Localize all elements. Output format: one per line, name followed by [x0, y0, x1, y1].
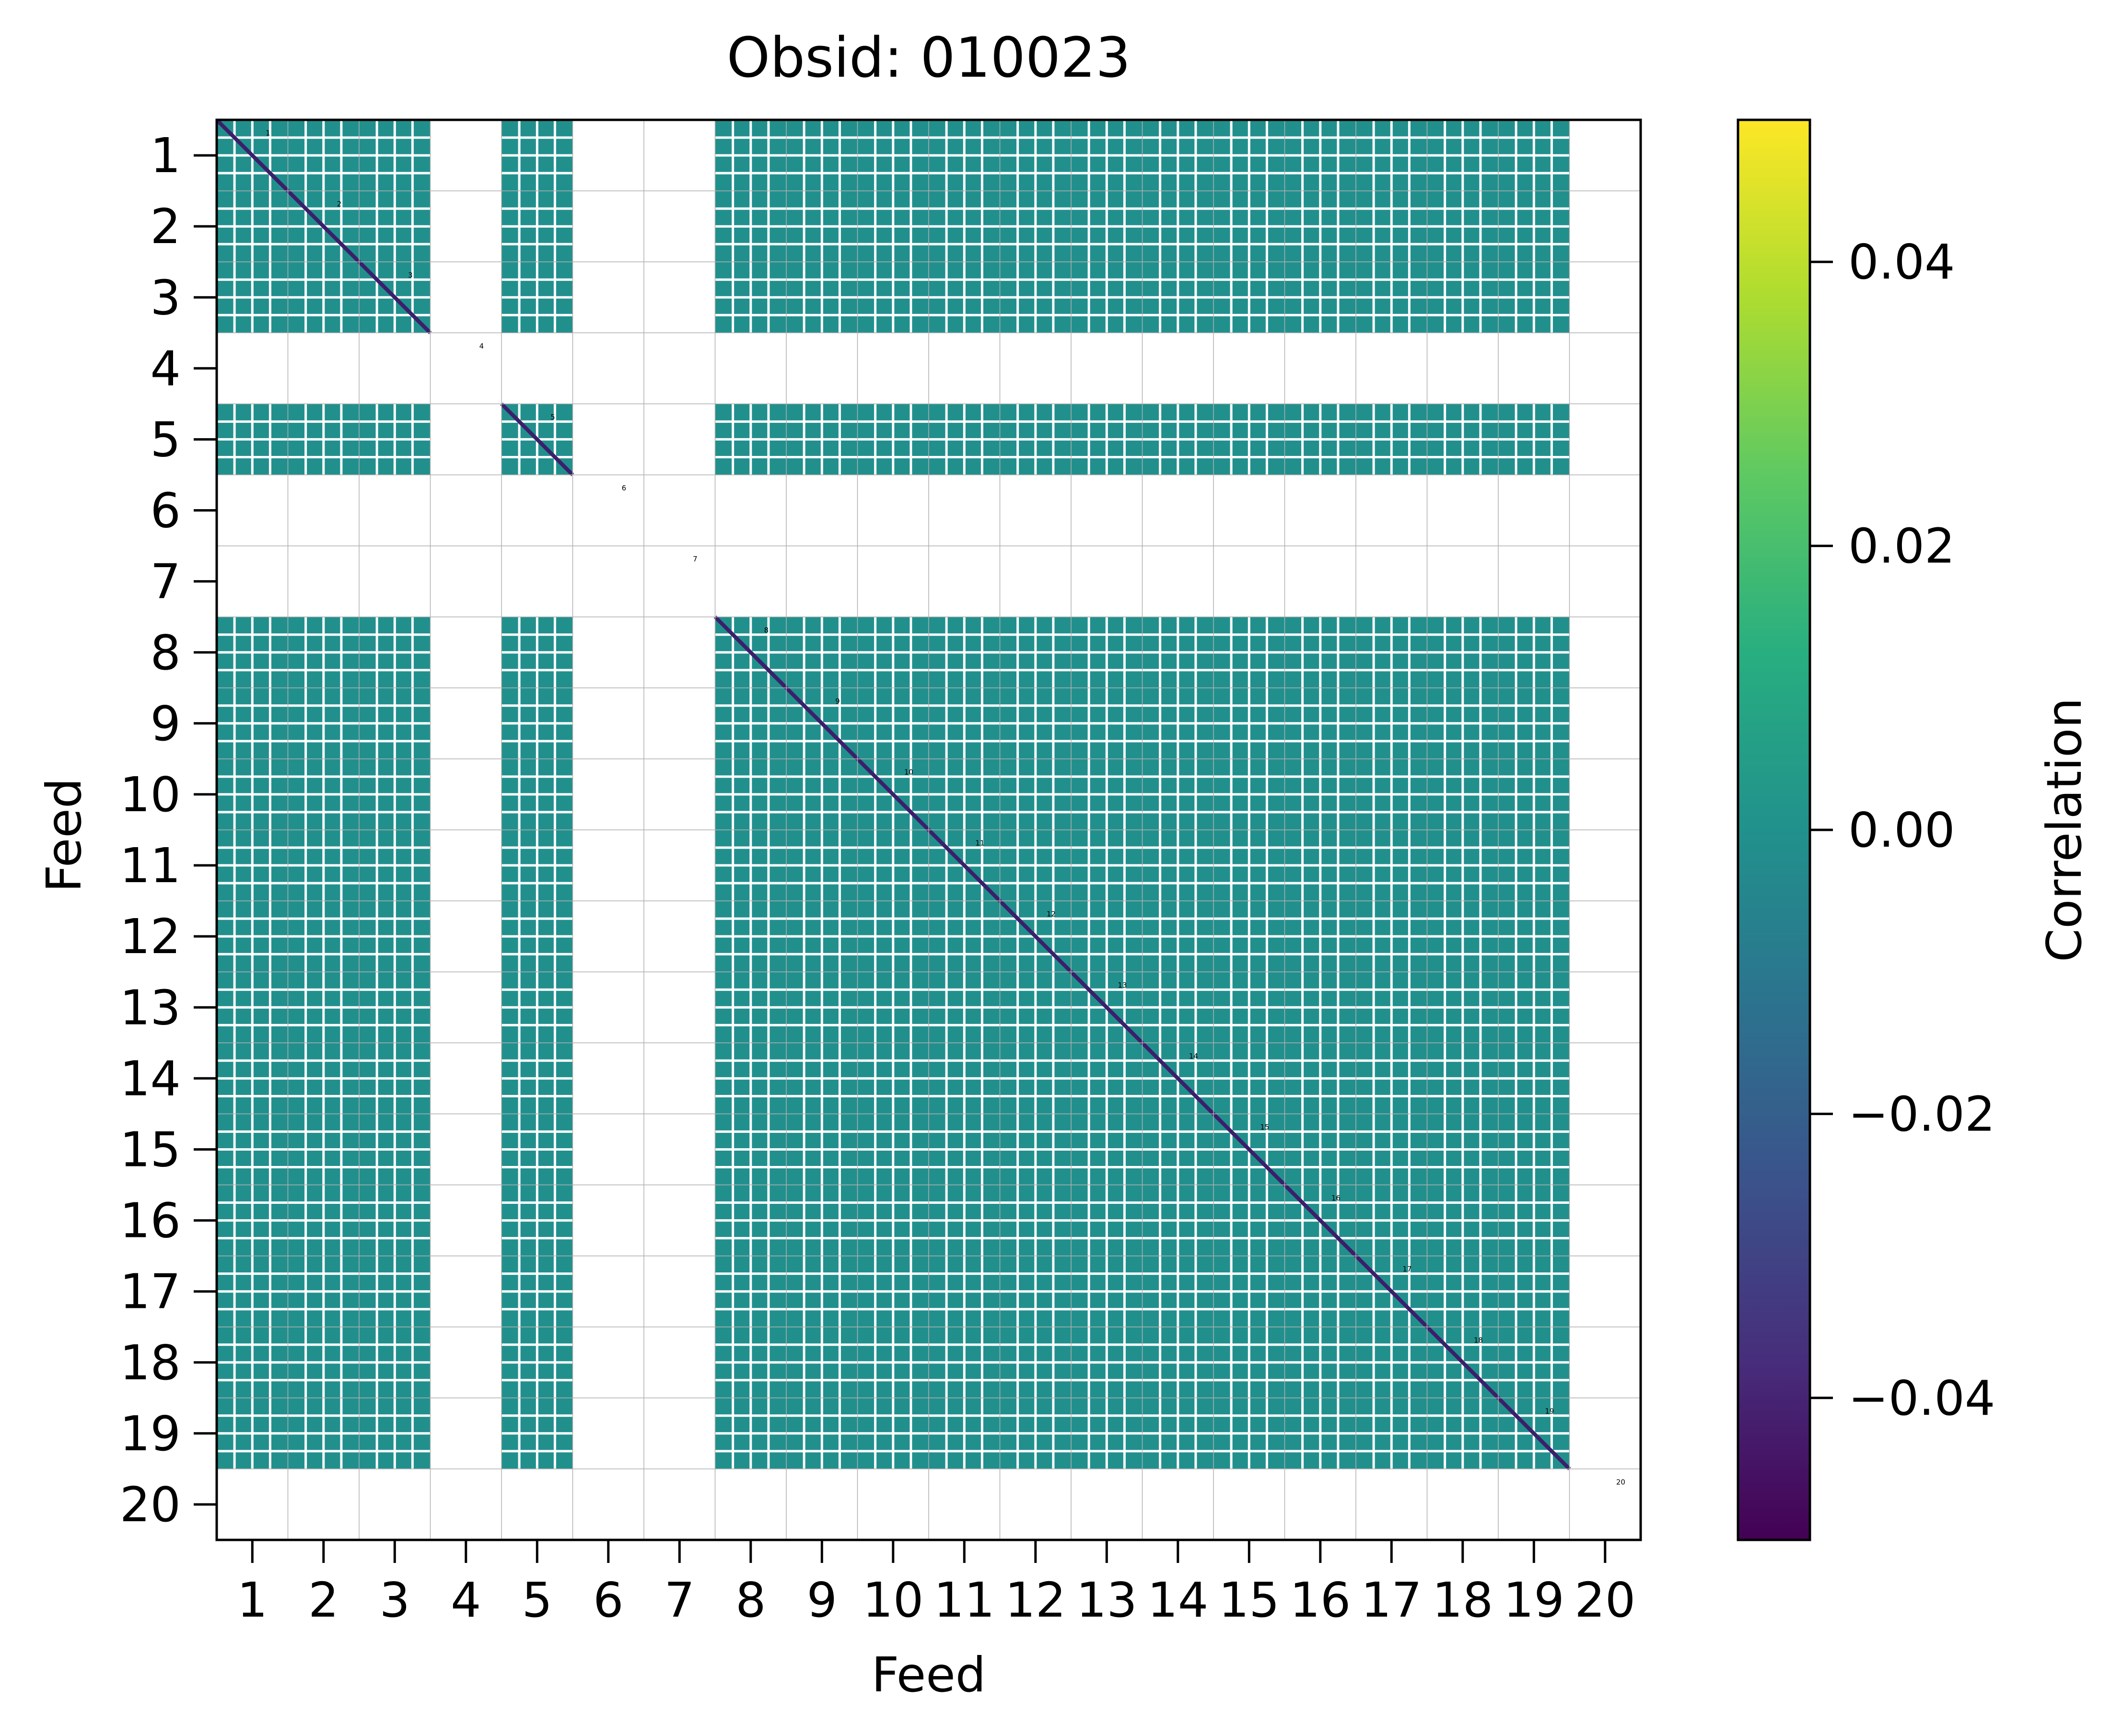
x-tick-label-18: 18: [1432, 1572, 1493, 1628]
y-tick-label-14: 14: [120, 1050, 181, 1107]
y-tick-label-16: 16: [120, 1193, 181, 1249]
diagonal-line-1: [215, 118, 290, 192]
y-tick-label-15: 15: [120, 1122, 181, 1178]
y-tick-label-3: 3: [150, 269, 181, 326]
y-tick-label-5: 5: [150, 412, 181, 468]
diagonal-label-12: 12: [1047, 910, 1056, 919]
diagonal-label-1: 1: [266, 129, 270, 138]
x-tick-label-5: 5: [522, 1572, 552, 1628]
diagonal-line-17: [1354, 1254, 1429, 1328]
diagonal-label-7: 7: [693, 555, 698, 563]
diagonal-label-19: 19: [1545, 1407, 1554, 1415]
x-tick-label-11: 11: [934, 1572, 995, 1628]
y-tick-label-8: 8: [150, 625, 181, 681]
y-tick-label-19: 19: [120, 1406, 181, 1462]
y-axis-label: Feed: [36, 778, 92, 893]
diagonal-line-14: [1141, 1041, 1215, 1116]
diagonal-label-6: 6: [622, 484, 627, 492]
diagonal-line-13: [1070, 970, 1144, 1045]
diagonal-line-16: [1283, 1183, 1357, 1258]
x-tick-label-13: 13: [1076, 1572, 1137, 1628]
y-tick-label-11: 11: [120, 838, 181, 894]
y-tick-label-10: 10: [120, 767, 181, 823]
diagonal-line-11: [927, 828, 1002, 902]
diagonal-label-9: 9: [835, 697, 840, 705]
x-axis-label: Feed: [872, 1647, 986, 1703]
colorbar: [1737, 118, 1811, 1541]
diagonal-label-17: 17: [1402, 1265, 1411, 1273]
diagonal-line-19: [1497, 1396, 1571, 1470]
y-tick-label-12: 12: [120, 909, 181, 965]
colorbar-tick-label-4: −0.04: [1848, 1370, 1995, 1426]
x-tick-label-8: 8: [735, 1572, 766, 1628]
diagonal-label-20: 20: [1616, 1478, 1625, 1487]
y-tick-label-6: 6: [150, 483, 181, 539]
y-tick-label-1: 1: [150, 128, 181, 184]
x-tick-label-12: 12: [1005, 1572, 1066, 1628]
chart-title: Obsid: 010023: [727, 26, 1131, 90]
x-tick-label-10: 10: [863, 1572, 923, 1628]
y-tick-label-20: 20: [120, 1477, 181, 1533]
diagonal-line-18: [1425, 1325, 1500, 1399]
colorbar-tick-label-1: 0.02: [1848, 518, 1955, 574]
feed-grid: [217, 120, 1641, 1540]
x-axis: 1 2 3 4 5 6 7 8 9 10 11 12 13 14 15 16 17 18 19 20: [237, 1540, 1635, 1628]
y-tick-label-2: 2: [150, 198, 181, 255]
diagonal-label-2: 2: [337, 200, 342, 209]
x-tick-label-4: 4: [451, 1572, 481, 1628]
diagonal-line-8: [713, 615, 788, 689]
diagonal-line-12: [998, 899, 1073, 974]
diagonal-line-9: [785, 686, 859, 760]
diagonal-line-3: [358, 260, 432, 335]
diagonal-label-10: 10: [904, 768, 913, 777]
x-tick-label-1: 1: [237, 1572, 268, 1628]
diagonal-line-10: [856, 757, 930, 831]
plot-frame: [215, 118, 1642, 1541]
diagonal-line-2: [286, 189, 361, 264]
y-tick-label-7: 7: [150, 554, 181, 610]
diagonal-line-15: [1212, 1112, 1286, 1187]
x-tick-label-3: 3: [379, 1572, 410, 1628]
diagonal-label-14: 14: [1189, 1052, 1198, 1060]
x-tick-label-17: 17: [1361, 1572, 1422, 1628]
diagonal-label-15: 15: [1260, 1123, 1269, 1131]
x-tick-label-15: 15: [1219, 1572, 1280, 1628]
y-tick-label-9: 9: [150, 696, 181, 752]
y-tick-label-17: 17: [120, 1264, 181, 1320]
diagonal-label-16: 16: [1331, 1194, 1341, 1202]
x-tick-label-16: 16: [1290, 1572, 1351, 1628]
y-tick-label-4: 4: [150, 340, 181, 396]
x-tick-label-9: 9: [806, 1572, 837, 1628]
diagonal-label-13: 13: [1118, 981, 1127, 990]
diagonal-label-4: 4: [479, 342, 484, 350]
colorbar-tick-label-0: 0.04: [1848, 234, 1955, 290]
diagonal-line-5: [500, 402, 574, 477]
colorbar-axis: 0.04 0.02 0.00 −0.02 −0.04: [1810, 234, 1995, 1426]
y-tick-label-13: 13: [120, 979, 181, 1036]
colorbar-label: Correlation: [2036, 698, 2092, 962]
diagonal-label-8: 8: [764, 626, 769, 634]
diagonal-label-5: 5: [550, 413, 555, 421]
diagonal-label-18: 18: [1474, 1336, 1483, 1344]
x-tick-label-7: 7: [664, 1572, 695, 1628]
x-tick-label-20: 20: [1575, 1572, 1635, 1628]
x-tick-label-2: 2: [308, 1572, 339, 1628]
diagonal-label-3: 3: [408, 271, 413, 280]
x-tick-label-19: 19: [1504, 1572, 1564, 1628]
colorbar-tick-label-2: 0.00: [1848, 802, 1955, 858]
y-tick-label-18: 18: [120, 1335, 181, 1391]
x-tick-label-6: 6: [593, 1572, 624, 1628]
diagonal-label-11: 11: [975, 839, 984, 848]
x-tick-label-14: 14: [1147, 1572, 1208, 1628]
colorbar-tick-label-3: −0.02: [1848, 1086, 1995, 1142]
